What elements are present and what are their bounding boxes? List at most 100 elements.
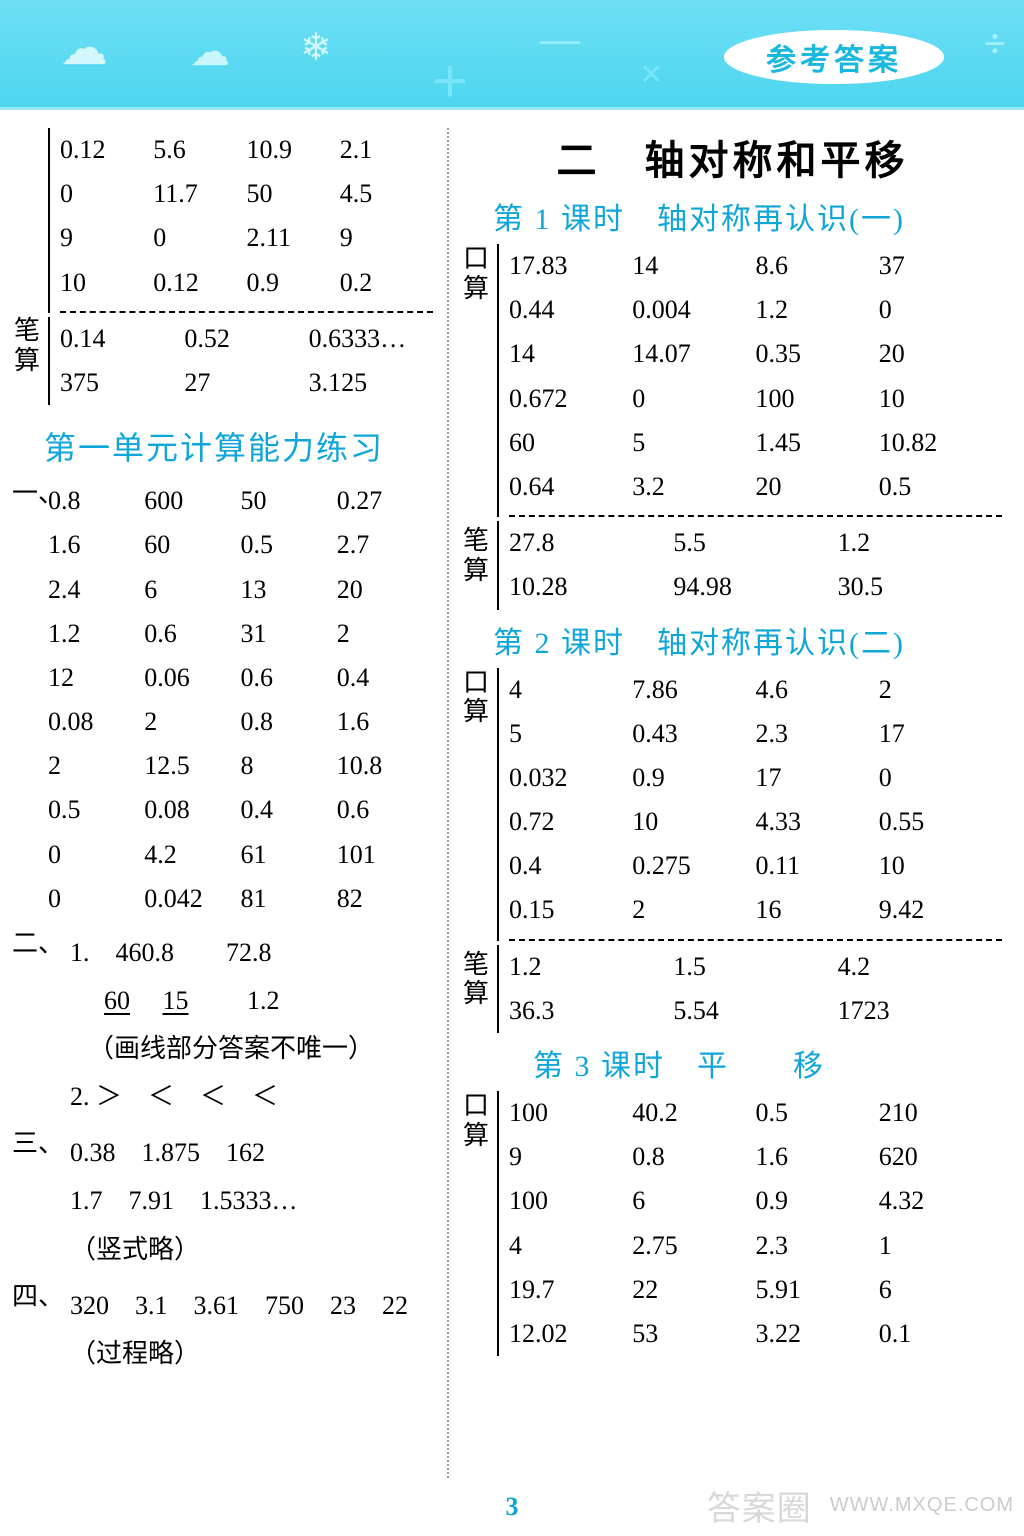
table-row: 90.81.6620 bbox=[509, 1135, 1002, 1179]
cell: 5 bbox=[632, 421, 755, 465]
table-row: 10060.94.32 bbox=[509, 1179, 1002, 1223]
table-row: 42.752.31 bbox=[509, 1224, 1002, 1268]
table-row: 0.440.0041.20 bbox=[509, 288, 1002, 332]
cell: 10 bbox=[60, 261, 153, 305]
cell: 19.7 bbox=[509, 1268, 632, 1312]
cell: 0.6 bbox=[337, 788, 433, 832]
sec1-rows: 0.8600500.271.6600.52.72.4613201.20.6312… bbox=[48, 479, 433, 921]
cell: 4 bbox=[509, 1224, 632, 1268]
table-row: 1.21.54.2 bbox=[509, 945, 1002, 989]
cell: 0.44 bbox=[509, 288, 632, 332]
cell: 0.5 bbox=[48, 788, 144, 832]
cell: 2 bbox=[48, 744, 144, 788]
left-top-grid: 0.125.610.92.1011.7504.5902.119100.120.9… bbox=[48, 128, 433, 313]
table-row: 19.7225.916 bbox=[509, 1268, 1002, 1312]
divider bbox=[60, 311, 433, 313]
cell: 14 bbox=[509, 332, 632, 376]
sec2-line1a: 1. 460.8 72.8 bbox=[70, 929, 433, 977]
cell: 0.032 bbox=[509, 756, 632, 800]
table-row: 04.261101 bbox=[48, 833, 433, 877]
cell: 16 bbox=[756, 888, 879, 932]
cell: 620 bbox=[879, 1135, 1002, 1179]
badge-text: 参考答案 bbox=[766, 35, 902, 79]
table-row: 011.7504.5 bbox=[60, 172, 433, 216]
table-row: 27.85.51.2 bbox=[509, 521, 1002, 565]
table-row: 2.461320 bbox=[48, 568, 433, 612]
cell: 22 bbox=[632, 1268, 755, 1312]
cell: 1723 bbox=[838, 989, 1002, 1033]
cell: 2 bbox=[144, 700, 240, 744]
cell: 1.2 bbox=[48, 612, 144, 656]
l3-kousuan: 10040.20.521090.81.662010060.94.3242.752… bbox=[509, 1091, 1002, 1356]
cell: 0.9 bbox=[632, 756, 755, 800]
cell: 0.64 bbox=[509, 465, 632, 509]
snowflake-icon: ❄ bbox=[300, 25, 332, 70]
watermark-url: WWW.MXQE.COM bbox=[830, 1494, 1014, 1517]
divider bbox=[509, 515, 1002, 517]
cell: 13 bbox=[241, 568, 337, 612]
divider bbox=[509, 939, 1002, 941]
cell: 5.54 bbox=[673, 989, 837, 1033]
table-row: 375273.125 bbox=[60, 361, 433, 405]
cell: 1.6 bbox=[337, 700, 433, 744]
table-row: 0.72104.330.55 bbox=[509, 800, 1002, 844]
kousuan-rows: 0.125.610.92.1011.7504.5902.119100.120.9… bbox=[60, 128, 433, 305]
plus-icon: ＋ bbox=[430, 50, 470, 108]
cell: 0.042 bbox=[144, 877, 240, 921]
cell: 4 bbox=[509, 668, 632, 712]
cell: 101 bbox=[337, 833, 433, 877]
table-row: 902.119 bbox=[60, 216, 433, 260]
cell: 14 bbox=[632, 244, 755, 288]
cell: 82 bbox=[337, 877, 433, 921]
l2-kousuan: 47.864.6250.432.3170.0320.91700.72104.33… bbox=[509, 668, 1002, 933]
cell: 10.8 bbox=[337, 744, 433, 788]
cell: 0.275 bbox=[632, 844, 755, 888]
cell: 0.14 bbox=[60, 317, 184, 361]
cell: 0.4 bbox=[509, 844, 632, 888]
cell: 0 bbox=[879, 288, 1002, 332]
cell: 9.42 bbox=[879, 888, 1002, 932]
cell: 53 bbox=[632, 1312, 755, 1356]
cell: 100 bbox=[509, 1179, 632, 1223]
cell: 17 bbox=[756, 756, 879, 800]
table-row: 0.672010010 bbox=[509, 377, 1002, 421]
cell: 100 bbox=[509, 1091, 632, 1135]
l1-bisuan: 27.85.51.210.2894.9830.5 bbox=[509, 521, 1002, 609]
cell: 10.9 bbox=[247, 128, 340, 172]
left-top-bisuan: 0.140.520.6333…375273.125 bbox=[48, 317, 433, 405]
cell: 7.86 bbox=[632, 668, 755, 712]
table-row: 50.432.317 bbox=[509, 712, 1002, 756]
cell: 20 bbox=[756, 465, 879, 509]
cell: 2.1 bbox=[340, 128, 433, 172]
section-4: 四、 320 3.1 3.61 750 23 22 （过程略） bbox=[14, 1282, 433, 1378]
table-row: 1.20.6312 bbox=[48, 612, 433, 656]
cell: 3.125 bbox=[309, 361, 433, 405]
cell: 1.6 bbox=[756, 1135, 879, 1179]
cell: 0.15 bbox=[509, 888, 632, 932]
sec4-label: 四、 bbox=[12, 1282, 42, 1312]
cell: 5.91 bbox=[756, 1268, 879, 1312]
table-row: 10040.20.5210 bbox=[509, 1091, 1002, 1135]
cell: 0.12 bbox=[153, 261, 246, 305]
sec1-label: 一、 bbox=[12, 479, 42, 509]
cell: 27 bbox=[184, 361, 308, 405]
cell: 210 bbox=[879, 1091, 1002, 1135]
cell: 10 bbox=[879, 377, 1002, 421]
cell: 0.672 bbox=[509, 377, 632, 421]
cell: 2 bbox=[632, 888, 755, 932]
cell: 0.6333… bbox=[309, 317, 433, 361]
right-column: 二 轴对称和平移 第 1 课时 轴对称再认识(一) 口算 17.83148.63… bbox=[447, 128, 1016, 1478]
cell: 100 bbox=[756, 377, 879, 421]
cell: 375 bbox=[60, 361, 184, 405]
cell: 0.5 bbox=[241, 523, 337, 567]
cell: 60 bbox=[509, 421, 632, 465]
cell: 1.45 bbox=[756, 421, 879, 465]
table-row: 212.5810.8 bbox=[48, 744, 433, 788]
cell: 2.3 bbox=[756, 1224, 879, 1268]
section-3: 三、 0.38 1.875 162 1.7 7.91 1.5333… （竖式略） bbox=[14, 1129, 433, 1273]
cell: 6 bbox=[632, 1179, 755, 1223]
section-2: 二、 1. 460.8 72.8 60 15 1.2 （画线部分答案不唯一） 2… bbox=[14, 929, 433, 1121]
lesson1-title: 第 1 课时 轴对称再认识(一) bbox=[493, 194, 1002, 238]
cell: 6 bbox=[879, 1268, 1002, 1312]
section-1: 一、 0.8600500.271.6600.52.72.4613201.20.6… bbox=[14, 479, 433, 921]
